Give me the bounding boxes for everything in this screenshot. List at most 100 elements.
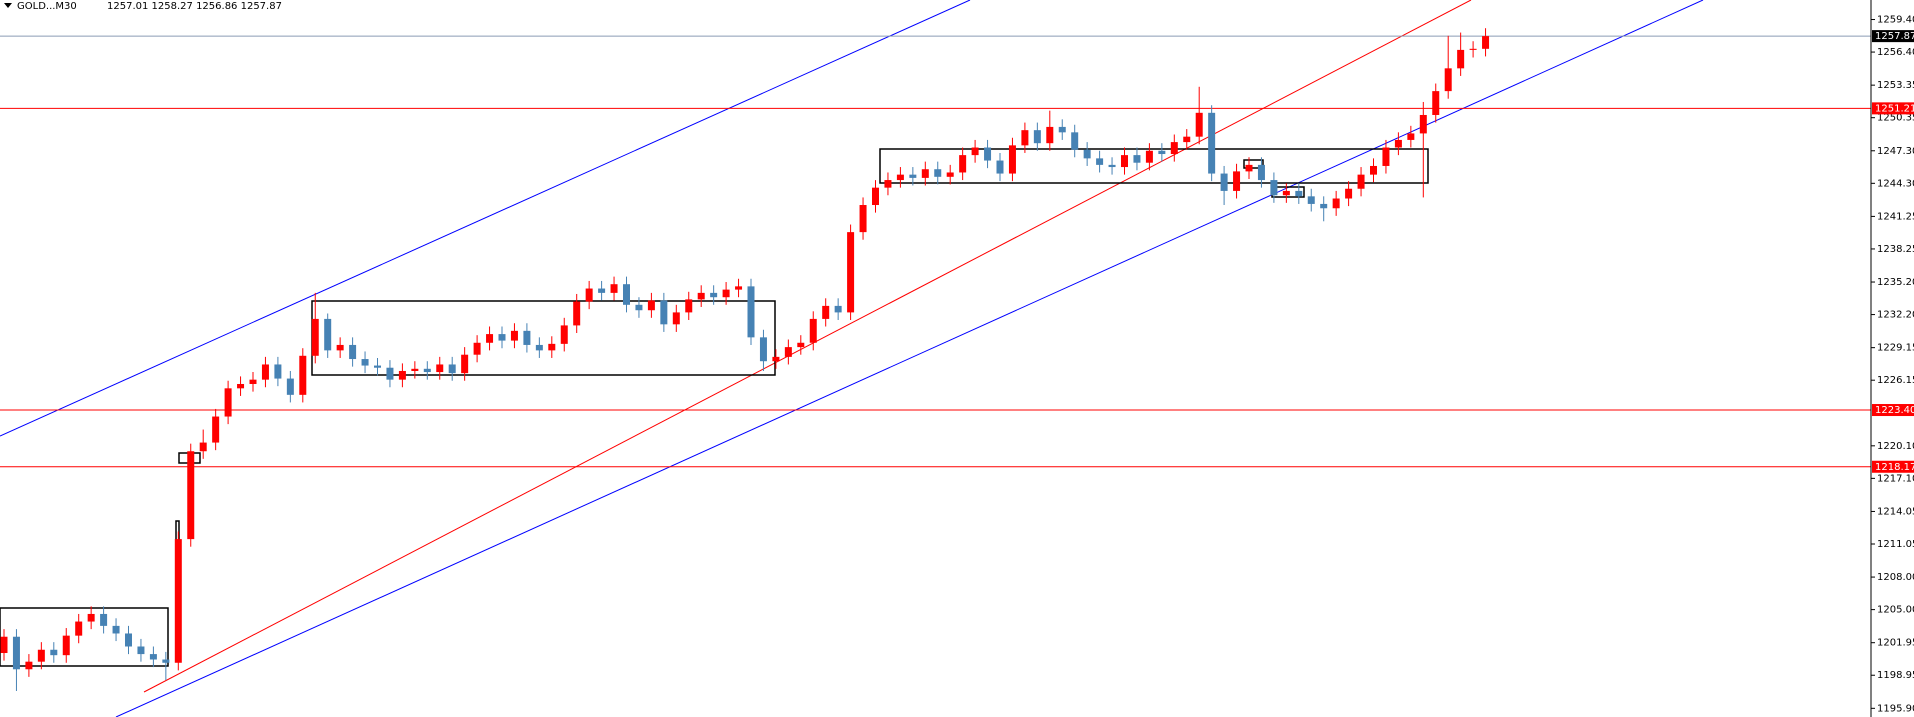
candle-body bbox=[747, 286, 755, 338]
trend-line bbox=[143, 0, 1472, 693]
candle-body bbox=[12, 636, 20, 670]
candle-body bbox=[1233, 171, 1241, 191]
candle-body bbox=[162, 659, 170, 663]
box bbox=[1243, 159, 1264, 169]
candle-body bbox=[1133, 155, 1141, 163]
candle-body bbox=[1058, 126, 1066, 133]
menu-arrow[interactable] bbox=[4, 3, 12, 8]
y-tick-label: 1256.40 bbox=[1877, 47, 1914, 58]
candle-body bbox=[1071, 132, 1079, 150]
candle-body bbox=[448, 364, 456, 374]
candle-body bbox=[772, 356, 780, 362]
candle-body bbox=[959, 155, 967, 173]
candle-body bbox=[797, 342, 805, 348]
candle-body bbox=[1407, 133, 1415, 140]
candle-body bbox=[872, 187, 879, 206]
symbol: GOLD...M30 bbox=[17, 1, 77, 12]
candle-body bbox=[398, 370, 406, 380]
candle-body bbox=[1469, 48, 1477, 50]
candle-body bbox=[647, 300, 655, 311]
candle-body bbox=[971, 147, 979, 156]
level-label: 1218.17 bbox=[1875, 462, 1914, 473]
candle-body bbox=[1183, 136, 1191, 143]
candle-body bbox=[386, 367, 394, 380]
candle-body bbox=[1083, 149, 1091, 159]
candle-body bbox=[1145, 150, 1153, 163]
candle-body bbox=[1158, 150, 1166, 155]
y-axis-ticks: 1259.40 1256.40 1253.35 1250.35 1247.30 1244.… bbox=[1871, 15, 1914, 714]
candle-body bbox=[822, 305, 830, 319]
candle-body bbox=[473, 342, 481, 355]
candle-body bbox=[311, 318, 319, 356]
candle-body bbox=[423, 368, 431, 373]
candle-body bbox=[934, 169, 942, 177]
candle-body bbox=[1245, 164, 1253, 172]
y-tick-label: 1253.35 bbox=[1877, 80, 1914, 91]
candle-body bbox=[436, 364, 444, 373]
y-tick-label: 1195.90 bbox=[1877, 703, 1914, 714]
candle-body bbox=[660, 300, 668, 325]
candle-body bbox=[261, 364, 269, 380]
y-tick-label: 1205.00 bbox=[1877, 605, 1914, 616]
y-tick-label: 1232.20 bbox=[1877, 310, 1914, 321]
level-label-bg bbox=[1872, 460, 1914, 473]
candle-body bbox=[847, 232, 855, 313]
candle-body bbox=[685, 299, 693, 313]
candle-body bbox=[274, 364, 282, 379]
candle-body bbox=[735, 286, 743, 290]
candle-body bbox=[635, 304, 643, 311]
candle-body bbox=[834, 305, 842, 313]
candle-body bbox=[759, 337, 767, 362]
candle-body bbox=[946, 172, 954, 177]
candle-body bbox=[286, 378, 294, 395]
box bbox=[879, 148, 1429, 184]
candle-body bbox=[1482, 36, 1490, 49]
candle-body bbox=[1320, 203, 1328, 209]
candle-body bbox=[523, 330, 531, 345]
candle-body bbox=[1357, 174, 1365, 189]
y-tick-label: 1211.05 bbox=[1877, 539, 1914, 550]
level-label: 1223.40 bbox=[1875, 405, 1914, 416]
level-label: 1257.87 bbox=[1875, 31, 1914, 42]
candle-body bbox=[361, 359, 369, 366]
candle-body bbox=[199, 442, 207, 452]
candle-body bbox=[249, 379, 257, 384]
y-tick-label: 1208.00 bbox=[1877, 572, 1914, 583]
y-tick-label: 1238.25 bbox=[1877, 244, 1914, 255]
y-tick-label: 1214.05 bbox=[1877, 506, 1914, 517]
candle-body bbox=[510, 330, 518, 341]
candle-body bbox=[112, 625, 120, 634]
level-label-bg bbox=[1872, 404, 1914, 417]
candle-body bbox=[174, 539, 182, 663]
candle-body bbox=[921, 169, 929, 178]
candle-body bbox=[573, 301, 581, 326]
candle-body bbox=[1345, 188, 1353, 199]
candle-body bbox=[722, 289, 730, 298]
candle-body bbox=[610, 284, 618, 293]
candle-body bbox=[1295, 190, 1303, 197]
candle-body bbox=[486, 334, 494, 343]
drawings bbox=[0, 0, 1704, 717]
y-tick-label: 1198.95 bbox=[1877, 670, 1914, 681]
candle-body bbox=[884, 180, 892, 188]
trend-line bbox=[115, 0, 1704, 717]
candle-body bbox=[672, 312, 680, 325]
candle-body bbox=[1046, 126, 1054, 144]
candle-body bbox=[461, 354, 469, 374]
candle-body bbox=[1170, 142, 1178, 155]
y-tick-label: 1217.10 bbox=[1877, 473, 1914, 484]
candle-body bbox=[710, 292, 718, 298]
candle-body bbox=[535, 344, 543, 351]
y-tick-label: 1259.40 bbox=[1877, 15, 1914, 26]
candle-body bbox=[697, 292, 705, 300]
candle-body bbox=[125, 633, 132, 647]
candle-body bbox=[1370, 165, 1377, 175]
candle-body bbox=[75, 621, 83, 636]
candle-body bbox=[1419, 114, 1427, 134]
candle-body bbox=[1008, 145, 1016, 174]
y-tick-label: 1235.20 bbox=[1877, 277, 1914, 288]
y-tick-label: 1250.35 bbox=[1877, 113, 1914, 124]
candle-body bbox=[1220, 173, 1228, 191]
